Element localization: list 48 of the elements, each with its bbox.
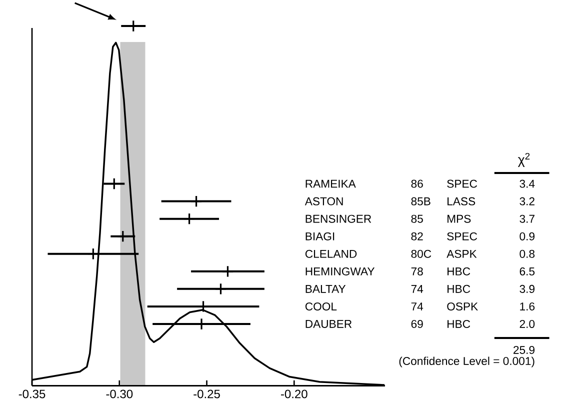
text: 80C (411, 250, 432, 258)
text: 74 (411, 302, 424, 310)
x-tick-label: -0.30 (106, 390, 133, 398)
y-tick-label: DAUBER (306, 320, 352, 328)
text: MPS (448, 214, 471, 223)
text: 3.9 (520, 284, 534, 293)
text: 6.5 (520, 267, 535, 276)
y-tick-label: HEMINGWAY (306, 267, 375, 276)
point (190, 195, 202, 208)
text: HBC (448, 284, 470, 293)
text: ASPK (446, 250, 477, 258)
text: HBC (448, 320, 470, 328)
text: HBC (448, 267, 470, 276)
text: 2.0 (520, 320, 535, 328)
text: 1.6 (520, 302, 535, 310)
text: 3.4 (520, 180, 535, 188)
y-tick-label: ASTON (304, 197, 343, 206)
text: 0.9 (520, 232, 534, 240)
text: 85B (411, 197, 430, 206)
text: 3.7 (520, 214, 534, 223)
x-tick-label: -0.35 (18, 390, 46, 398)
text: SPEC (447, 232, 478, 240)
point (222, 265, 234, 278)
text: 3.2 (520, 197, 534, 206)
x-tick-label: -0.25 (194, 390, 220, 398)
text: 25.9 (514, 346, 534, 354)
y-tick-label: COOL (305, 302, 337, 310)
y-tick-label: BENSINGER (306, 214, 372, 223)
text: 74 (411, 285, 424, 293)
text: 78 (411, 267, 423, 276)
text: 86 (411, 180, 423, 188)
y-tick-label: CLELAND (305, 250, 357, 258)
point (183, 212, 196, 225)
point (214, 282, 227, 296)
text: SPEC (447, 180, 478, 188)
text: 82 (411, 232, 423, 240)
x-tick-label: -0.20 (281, 390, 308, 398)
y-tick-label: BIAGI (306, 232, 334, 240)
text: 85 (411, 214, 423, 223)
text: 0.8 (520, 250, 535, 258)
y-tick-label: RAMEIKA (306, 180, 356, 188)
text: (Confidence Level = 0.001) (399, 356, 534, 368)
y-tick-label: BALTAY (306, 285, 346, 293)
text: 69 (411, 320, 423, 328)
text: χ$^{2}$ (518, 152, 530, 168)
text: OSPK (447, 302, 478, 310)
text: LASS (448, 197, 476, 206)
point (116, 230, 130, 242)
